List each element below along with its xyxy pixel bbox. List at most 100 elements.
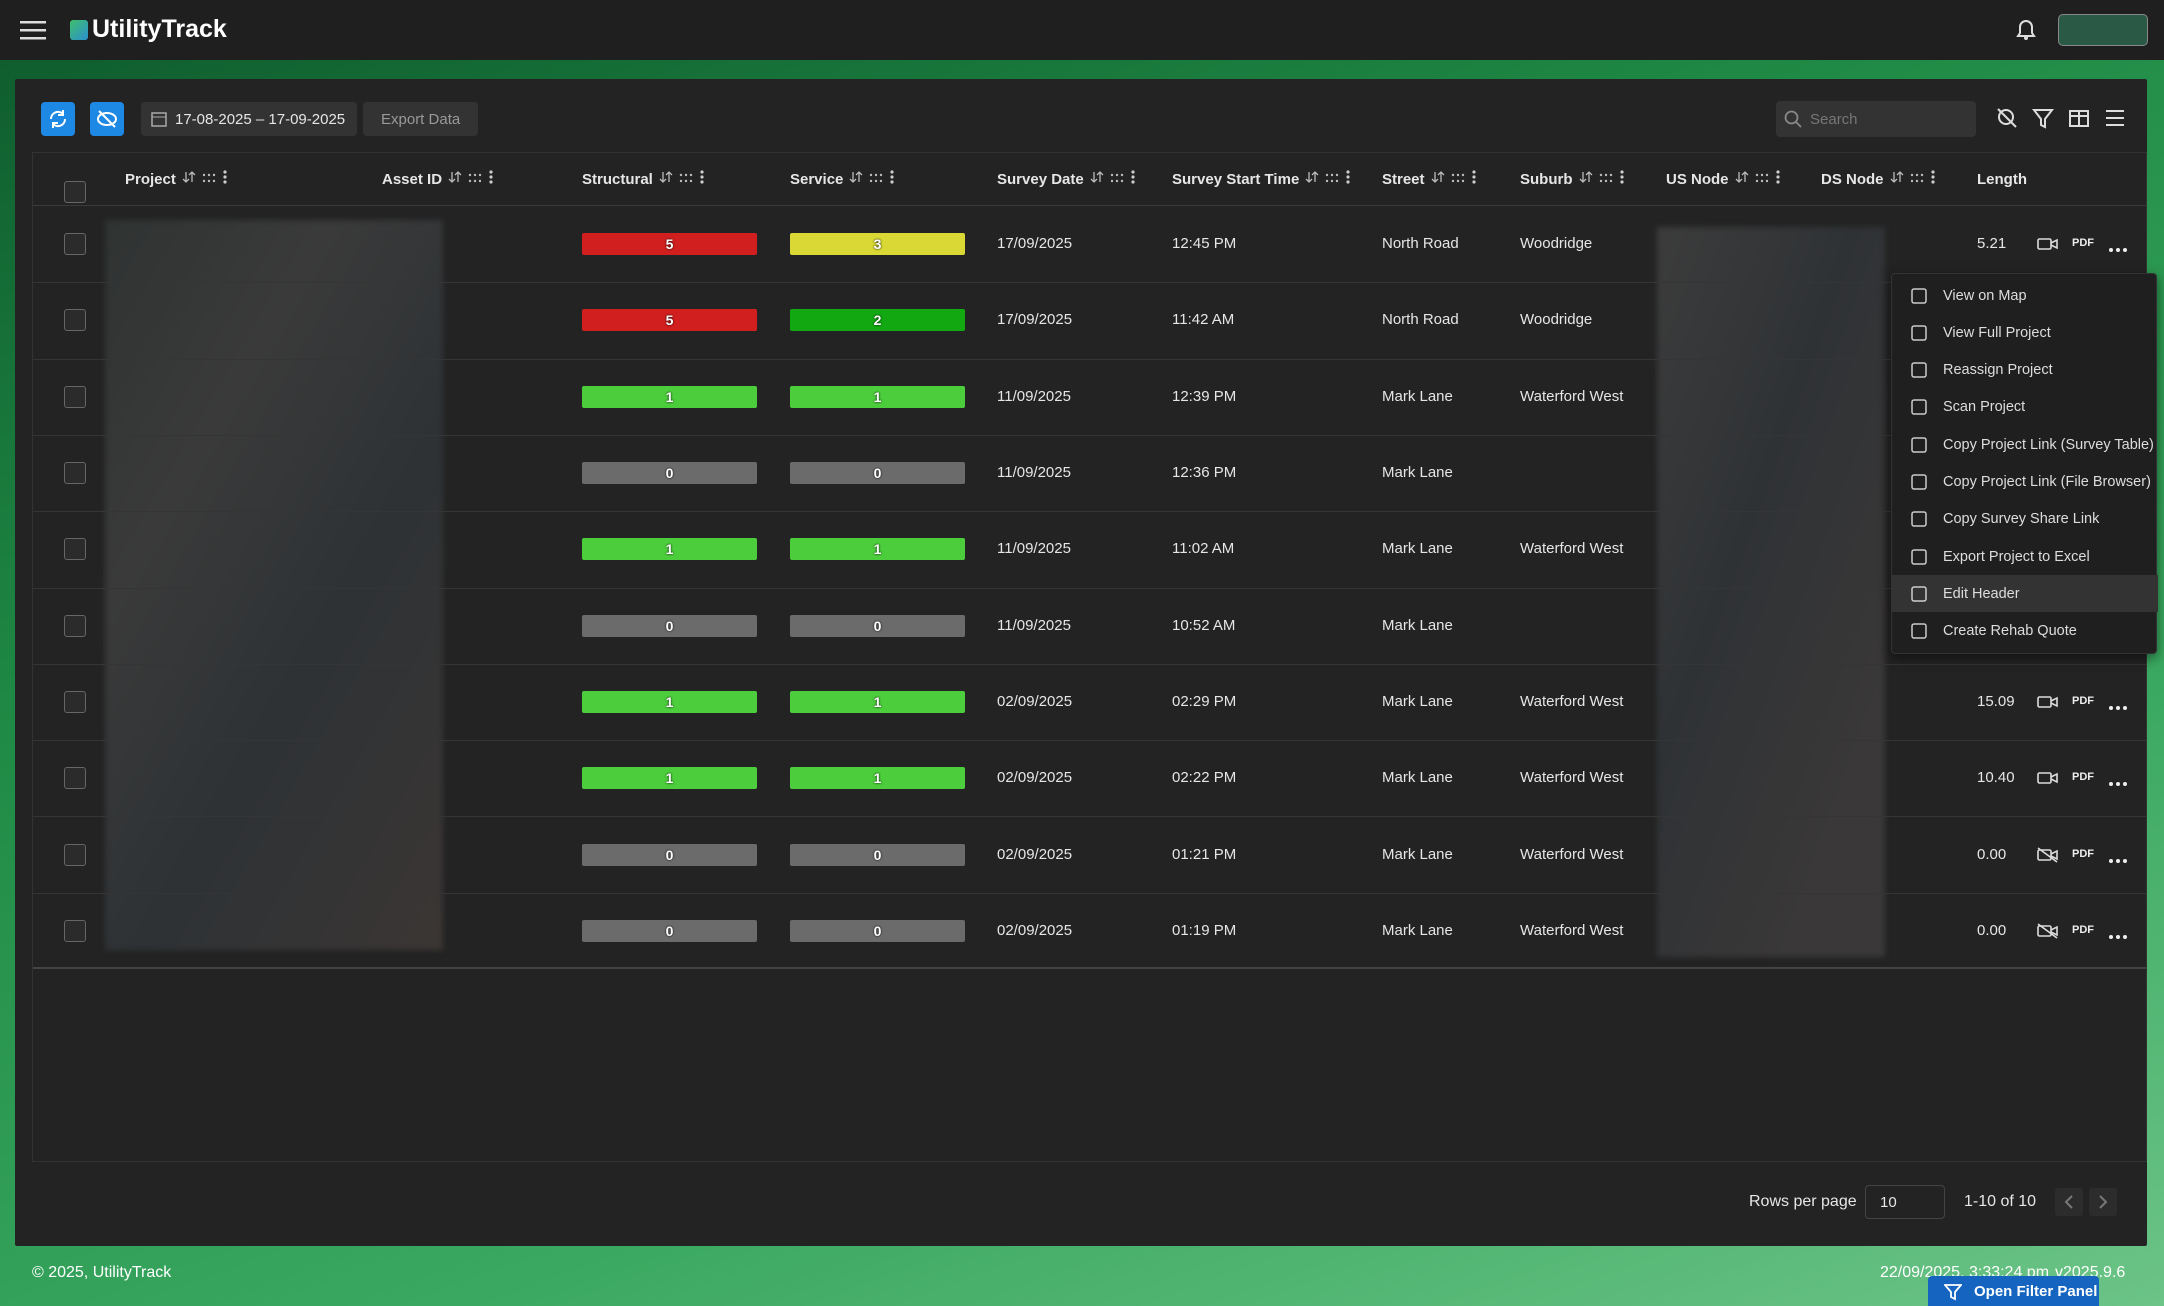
drag-icon[interactable] — [679, 171, 693, 188]
row-actions[interactable] — [2108, 698, 2128, 716]
sort-icon[interactable] — [182, 170, 196, 188]
column-menu[interactable] — [488, 169, 494, 189]
column-menu[interactable] — [1471, 169, 1477, 189]
drag-icon[interactable] — [1110, 171, 1124, 188]
column-title: Survey Date — [997, 170, 1084, 188]
row-actions[interactable] — [2108, 240, 2128, 258]
video-button[interactable] — [2037, 846, 2059, 868]
date-range-text: 17-08-2025 – 17-09-2025 — [175, 110, 346, 128]
drag-icon[interactable] — [869, 171, 883, 188]
refresh-button[interactable] — [41, 102, 75, 136]
rows-per-page-select[interactable]: 10 — [1865, 1185, 1945, 1219]
table-tools[interactable] — [1995, 106, 2125, 132]
menu-item[interactable]: Copy Project Link (Survey Table) — [1892, 426, 2158, 463]
row-checkbox[interactable] — [64, 767, 86, 790]
sort-icon[interactable] — [1735, 170, 1749, 188]
row-checkbox[interactable] — [64, 309, 86, 332]
menu-item[interactable]: Copy Survey Share Link — [1892, 501, 2158, 538]
select-all[interactable] — [64, 181, 86, 203]
row-checkbox[interactable] — [64, 690, 86, 713]
sort-icon[interactable] — [1305, 170, 1319, 188]
drag-icon[interactable] — [1325, 171, 1339, 188]
suburb: Waterford West — [1520, 692, 1624, 710]
row-checkbox[interactable] — [64, 614, 86, 637]
visibility-button[interactable] — [90, 102, 124, 136]
pdf-button[interactable]: PDF — [2072, 771, 2094, 784]
sort-icon[interactable] — [1890, 170, 1904, 188]
sort-icon[interactable] — [849, 170, 863, 188]
drag-icon[interactable] — [202, 171, 216, 188]
column-header: Asset ID — [382, 169, 494, 189]
row-actions[interactable] — [2108, 774, 2128, 792]
notifications[interactable] — [2016, 19, 2036, 41]
column-menu[interactable] — [1775, 169, 1781, 189]
row-checkbox[interactable] — [64, 462, 86, 485]
user-button[interactable] — [2058, 14, 2148, 46]
column-menu[interactable] — [1345, 169, 1351, 189]
menu-item[interactable]: Reassign Project — [1892, 352, 2158, 389]
street: Mark Lane — [1382, 387, 1453, 405]
column-header: Survey Start Time — [1172, 169, 1351, 189]
start-time: 10:52 AM — [1172, 616, 1236, 634]
menu-item[interactable]: Copy Project Link (File Browser) — [1892, 464, 2158, 501]
column-menu[interactable] — [889, 169, 895, 189]
export-button[interactable]: Export Data — [363, 102, 479, 136]
pdf-button[interactable]: PDF — [2072, 237, 2094, 250]
column-menu[interactable] — [699, 169, 705, 189]
grade-badge: 0 — [582, 919, 757, 942]
sort-icon[interactable] — [448, 170, 462, 188]
menu-item[interactable]: View Full Project — [1892, 314, 2158, 351]
drag-icon[interactable] — [1599, 171, 1613, 188]
column-menu[interactable] — [222, 169, 228, 189]
drag-icon[interactable] — [1451, 171, 1465, 188]
survey-date: 11/09/2025 — [997, 464, 1071, 482]
drag-icon[interactable] — [1755, 171, 1769, 188]
page-nav[interactable] — [2055, 1188, 2125, 1216]
row-checkbox[interactable] — [64, 385, 86, 408]
row-checkbox[interactable] — [64, 843, 86, 866]
menu-label: Scan Project — [1943, 399, 2026, 416]
row-divider — [33, 892, 2146, 894]
video-button[interactable] — [2037, 236, 2059, 257]
column-menu[interactable] — [1930, 169, 1936, 189]
drag-icon[interactable] — [1910, 171, 1924, 188]
row-checkbox[interactable] — [64, 919, 86, 942]
filter-panel-button[interactable]: Open Filter Panel — [1928, 1276, 2099, 1306]
menu-button[interactable] — [20, 20, 46, 40]
date-range[interactable]: 17-08-2025 – 17-09-2025 — [141, 102, 358, 136]
redacted-project — [105, 220, 443, 950]
search-box[interactable]: Search — [1776, 101, 1976, 137]
menu-item[interactable]: Edit Header — [1892, 575, 2158, 613]
row-checkbox[interactable] — [64, 538, 86, 561]
grade-badge: 1 — [790, 538, 965, 561]
suburb: Woodridge — [1520, 235, 1593, 253]
sort-icon[interactable] — [659, 170, 673, 188]
logo — [70, 20, 88, 40]
column-menu[interactable] — [1130, 169, 1136, 189]
menu-item[interactable]: Create Rehab Quote — [1892, 613, 2158, 650]
column-menu[interactable] — [1619, 169, 1625, 189]
row-actions[interactable] — [2108, 927, 2128, 945]
sort-icon[interactable] — [1090, 170, 1104, 188]
column-header: Service — [790, 169, 895, 189]
sort-icon[interactable] — [1431, 170, 1445, 188]
row-actions[interactable] — [2108, 851, 2128, 869]
video-button[interactable] — [2037, 923, 2059, 944]
grade-badge: 0 — [790, 919, 965, 942]
redacted-nodes — [1657, 227, 1885, 957]
sort-icon[interactable] — [1579, 170, 1593, 188]
start-time: 01:21 PM — [1172, 845, 1237, 863]
panel: 17-08-2025 – 17-09-2025 Export Data Sear… — [15, 79, 2147, 1246]
top-bar: UtilityTrack — [0, 0, 2164, 60]
menu-item[interactable]: Scan Project — [1892, 389, 2158, 426]
pdf-button[interactable]: PDF — [2072, 694, 2094, 707]
pdf-button[interactable]: PDF — [2072, 923, 2094, 936]
street: Mark Lane — [1382, 616, 1453, 634]
row-checkbox[interactable] — [64, 233, 86, 256]
drag-icon[interactable] — [468, 171, 482, 188]
video-button[interactable] — [2037, 694, 2059, 715]
menu-item[interactable]: View on Map — [1892, 277, 2158, 314]
pdf-button[interactable]: PDF — [2072, 847, 2094, 860]
menu-item[interactable]: Export Project to Excel — [1892, 538, 2158, 575]
video-button[interactable] — [2037, 770, 2059, 791]
